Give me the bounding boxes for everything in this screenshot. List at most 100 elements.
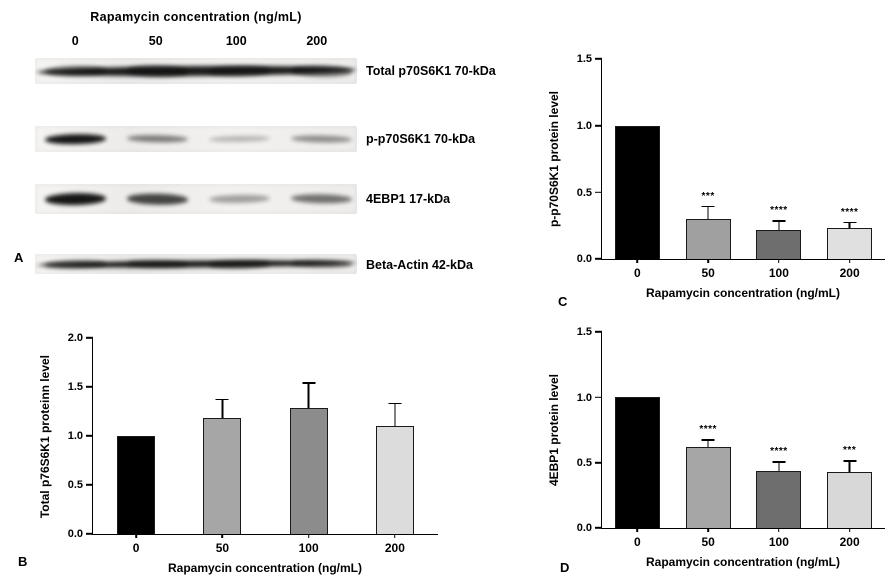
- error-bar: [843, 460, 857, 472]
- bar-200: [827, 471, 873, 528]
- bar-50: [685, 447, 731, 528]
- blot-band: [208, 135, 271, 143]
- bar-slot: 200: [352, 338, 438, 555]
- blot-image-beta-actin: [35, 254, 357, 274]
- blot-band: [208, 259, 271, 269]
- x-tick-label: 100: [768, 266, 789, 280]
- bar-50: [203, 418, 242, 534]
- y-tick: 0.0: [577, 253, 602, 265]
- lane-label-50: 50: [148, 34, 163, 48]
- blot-band: [126, 193, 189, 205]
- x-tick-label: 50: [701, 266, 715, 280]
- lane-label-0: 0: [71, 34, 79, 48]
- significance-stars: ***: [701, 190, 715, 202]
- x-tick-label: 0: [132, 541, 140, 555]
- y-axis-label: p-p70S6K1 protein level: [547, 91, 561, 228]
- bar-0: [614, 397, 660, 528]
- x-tick-label: 200: [839, 266, 860, 280]
- y-tick: 1.5: [68, 381, 93, 393]
- bar-100: [756, 470, 802, 528]
- bars-area: 0 50 100 200: [93, 338, 438, 555]
- y-tick-label: 0.0: [576, 522, 592, 534]
- plot-area: 0.0 0.5 1.0 1.5 0 *** 50 **** 100 **** 200: [577, 53, 885, 280]
- y-tick-label: 1.0: [576, 119, 592, 132]
- bars-area: 0 **** 50 **** 100 *** 200: [602, 332, 885, 549]
- y-axis-label: 4EBP1 protein level: [547, 374, 561, 487]
- bar-slot: 0: [602, 332, 673, 549]
- bar-100: [756, 229, 802, 259]
- x-tick-label: 50: [701, 535, 715, 549]
- y-tick: 0.0: [68, 528, 93, 540]
- x-tick-label: 200: [839, 535, 860, 549]
- bar-slot: 0: [93, 338, 179, 555]
- x-tick-label: 0: [634, 266, 641, 280]
- chart-4ebp1: 4EBP1 protein level 0.0 0.5 1.0 1.5 0 **** 50…: [543, 318, 885, 569]
- chart-p-p70s6k1: p-p70S6K1 protein level 0.0 0.5 1.0 1.5 0 **…: [543, 45, 885, 300]
- y-axis-label: Total p76S6K1 proteinn level: [38, 354, 52, 519]
- lane-label-200: 200: [306, 34, 328, 48]
- bar-200: [375, 426, 414, 534]
- y-tick-label: 1.0: [576, 391, 592, 404]
- bar-slot: **** 100: [744, 59, 815, 280]
- y-tick-label: 1.5: [576, 53, 592, 65]
- y-tick-label: 1.5: [576, 326, 592, 338]
- y-tick: 0.5: [577, 457, 602, 469]
- blot-image-4ebp1: [35, 184, 357, 214]
- x-axis-title: Rapamycin concentration (ng/mL): [167, 561, 363, 575]
- lane-labels: 0 50 100 200: [35, 34, 357, 48]
- bar-200: [827, 228, 873, 259]
- significance-stars: ***: [843, 445, 857, 457]
- x-tick-label: 100: [298, 541, 319, 555]
- y-tick-label: 2.0: [67, 332, 83, 344]
- bar-slot: **** 100: [744, 332, 815, 549]
- x-tick-label: 200: [384, 541, 405, 555]
- bar-0: [117, 436, 156, 534]
- bar-100: [289, 407, 328, 534]
- blot-band: [290, 134, 353, 144]
- x-tick-label: 50: [215, 541, 230, 555]
- blot-band: [290, 193, 353, 205]
- y-tick-label: 1.0: [67, 430, 83, 442]
- blot-label-beta-actin: Beta-Actin 42-kDa: [366, 258, 473, 272]
- panel-label-b: B: [18, 554, 28, 569]
- lane-label-100: 100: [225, 34, 247, 48]
- blot-label-total-p70s6k1: Total p70S6K1 70-kDa: [366, 64, 496, 78]
- y-tick: 1.0: [577, 120, 602, 132]
- chart-total-p70s6k1: Total p76S6K1 proteinn level 0.0 0.5 1.0 1.…: [34, 330, 438, 575]
- y-tick-label: 0.5: [67, 479, 83, 491]
- x-axis-title: Rapamycin concentration (ng/mL): [645, 286, 841, 300]
- error-bar: [215, 398, 229, 419]
- error-bar: [701, 439, 715, 447]
- blot-label-p-p70s6k1: p-p70S6K1 70-kDa: [366, 132, 476, 146]
- plot-area: 0.0 0.5 1.0 1.5 0 **** 50 **** 100 *** 200: [577, 326, 885, 549]
- blot-band: [290, 65, 353, 77]
- y-tick: 1.0: [577, 391, 602, 403]
- blot-band: [126, 134, 189, 144]
- error-bar: [772, 220, 786, 231]
- blot-band: [208, 194, 271, 204]
- significance-stars: ****: [840, 206, 859, 218]
- error-bar: [701, 205, 715, 220]
- error-bar: [388, 402, 402, 427]
- y-tick: 0.5: [577, 186, 602, 198]
- y-tick: 0.0: [577, 522, 602, 534]
- blot-label-4ebp1: 4EBP1 17-kDa: [366, 192, 451, 206]
- x-tick-label: 100: [768, 535, 789, 549]
- significance-stars: ****: [770, 205, 788, 217]
- x-tick-label: 0: [634, 535, 641, 549]
- error-bar: [772, 461, 786, 471]
- y-tick-label: 0.0: [67, 528, 83, 540]
- bar-slot: **** 50: [673, 332, 744, 549]
- y-tick: 2.0: [68, 332, 93, 344]
- y-tick-label: 0.5: [576, 186, 592, 199]
- bars-area: 0 *** 50 **** 100 **** 200: [602, 59, 885, 280]
- blot-concentration-header: Rapamycin concentration (ng/mL): [90, 10, 302, 24]
- blot-band: [290, 259, 353, 269]
- blot-image-p-p70s6k1: [35, 126, 357, 152]
- bar-slot: *** 50: [673, 59, 744, 280]
- bar-0: [614, 125, 660, 259]
- bar-slot: *** 200: [814, 332, 885, 549]
- y-tick-label: 0.0: [576, 253, 592, 265]
- plot-area: 0.0 0.5 1.0 1.5 2.0 0 50 100 200: [68, 332, 438, 555]
- x-axis-title: Rapamycin concentration (ng/mL): [645, 555, 841, 569]
